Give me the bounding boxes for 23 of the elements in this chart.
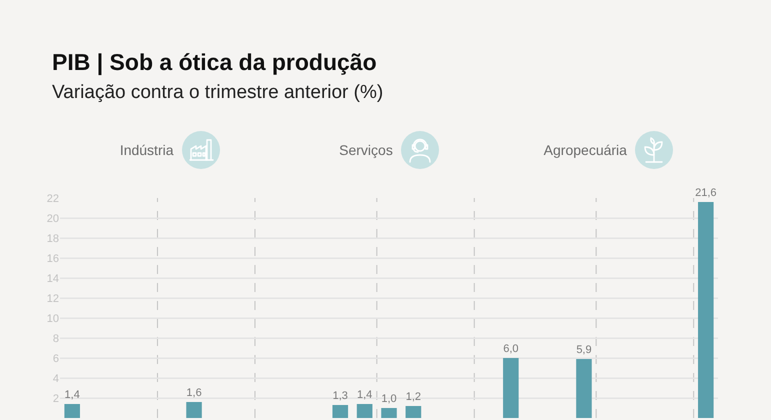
bar [332, 405, 348, 418]
data-label: 5,9 [576, 344, 592, 356]
bar [503, 358, 519, 418]
data-label: 6,0 [503, 343, 518, 355]
text: Agropecuária [544, 142, 627, 158]
data-label: 21,6 [695, 187, 717, 199]
chart-title: PIB | Sob a ótica da produção [52, 49, 378, 76]
text: Serviços [339, 142, 393, 158]
bar [698, 202, 714, 418]
bar [186, 402, 202, 418]
chart-subtitle: Variação contra o trimestre anterior (%) [52, 81, 384, 104]
text: Indústria [120, 142, 174, 158]
bar [356, 404, 372, 418]
bar [576, 359, 592, 418]
data-label: 1,4 [356, 389, 372, 401]
data-label: 1,3 [332, 390, 348, 402]
bar [64, 404, 80, 418]
data-label: 1,4 [64, 389, 80, 401]
bar [381, 408, 397, 418]
bar [406, 406, 422, 418]
data-label: 1,0 [381, 393, 397, 405]
data-label: 1,6 [186, 387, 202, 399]
data-label: 1,2 [406, 391, 422, 403]
